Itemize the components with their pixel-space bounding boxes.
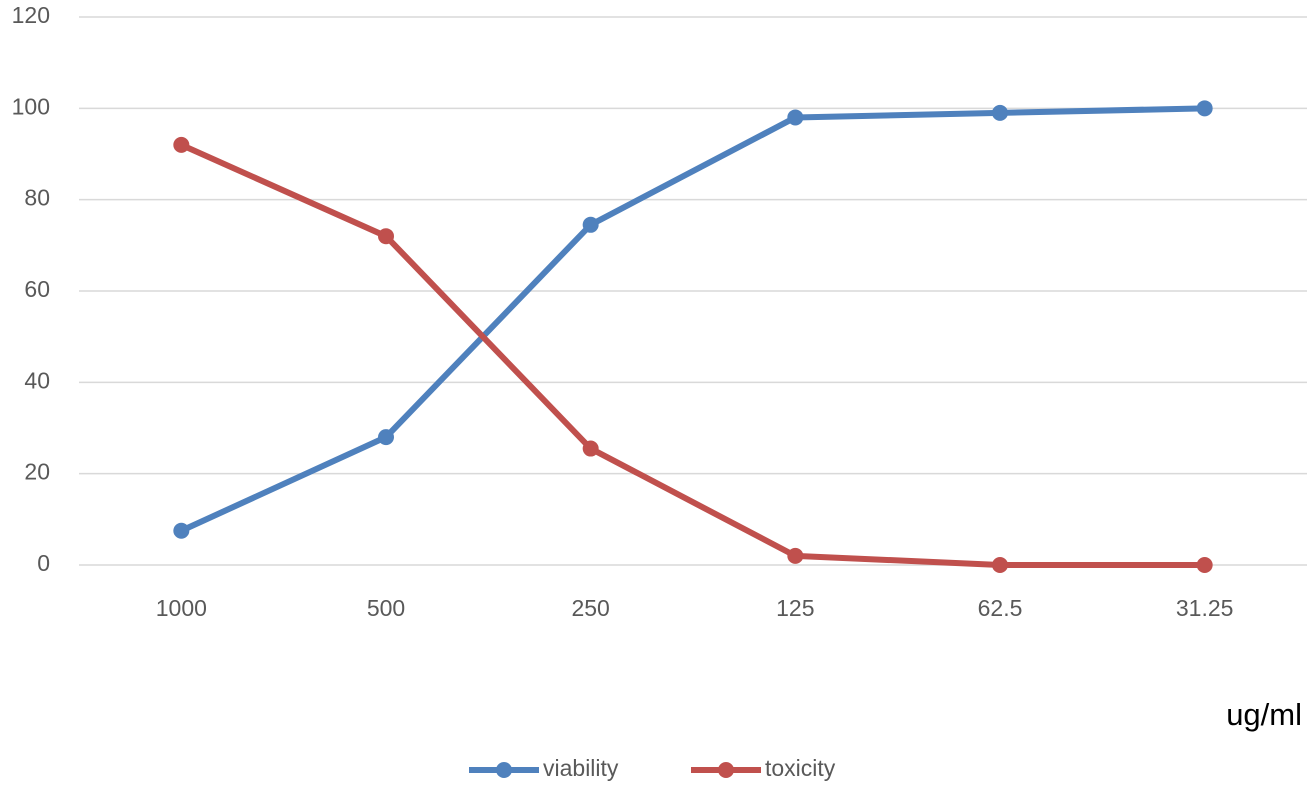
data-point (992, 104, 1008, 121)
legend-label: toxicity (765, 755, 836, 781)
data-point (378, 228, 394, 245)
legend-label: viability (543, 755, 619, 781)
data-point (378, 429, 394, 446)
y-tick-label: 100 (12, 93, 50, 119)
legend-marker (718, 762, 734, 778)
y-tick-label: 120 (12, 2, 50, 28)
x-tick-label: 31.25 (1176, 595, 1234, 621)
x-tick-label: 125 (776, 595, 814, 621)
data-point (787, 109, 804, 126)
y-tick-label: 20 (24, 459, 50, 485)
y-tick-label: 60 (24, 276, 50, 302)
x-tick-label: 62.5 (978, 595, 1023, 621)
series-line (180, 105, 1205, 534)
x-tick-label: 500 (367, 595, 405, 621)
data-point (1196, 100, 1213, 117)
x-tick-label: 250 (571, 595, 609, 621)
data-point (1196, 557, 1213, 573)
data-point (173, 522, 190, 539)
x-tick-label: 1000 (156, 595, 207, 621)
y-tick-label: 0 (37, 550, 50, 576)
y-tick-label: 40 (24, 367, 50, 393)
series-line (180, 142, 1205, 568)
legend-marker (496, 762, 512, 778)
data-point (582, 440, 599, 457)
data-point (173, 136, 190, 153)
data-point (582, 216, 599, 233)
data-point (992, 557, 1008, 573)
data-point (787, 547, 804, 564)
y-tick-label: 80 (24, 185, 50, 211)
x-axis-label: ug/ml (1226, 697, 1302, 732)
